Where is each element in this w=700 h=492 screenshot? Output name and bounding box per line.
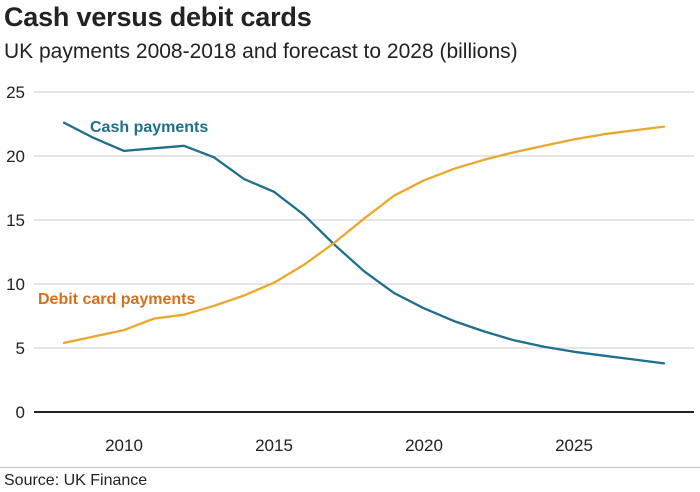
x-tick-label-2015: 2015	[255, 436, 293, 455]
y-tick-label-10: 10	[6, 275, 25, 294]
y-tick-labels: 0 5 10 15 20 25	[6, 83, 25, 422]
y-gridlines	[34, 91, 694, 413]
source-divider	[0, 467, 700, 468]
x-tick-labels: 2010 2015 2020 2025	[105, 436, 593, 455]
series-line-cash-payments	[62, 121, 666, 365]
y-tick-label-0: 0	[16, 403, 25, 422]
x-tick-label-2025: 2025	[555, 436, 593, 455]
source-note: Source: UK Finance	[4, 472, 148, 489]
y-tick-label-25: 25	[6, 83, 25, 102]
x-tick-label-2010: 2010	[105, 436, 143, 455]
y-tick-label-5: 5	[16, 339, 25, 358]
chart-subtitle: UK payments 2008-2018 and forecast to 20…	[4, 40, 518, 63]
y-tick-label-20: 20	[6, 147, 25, 166]
series-label-debit-card-payments: Debit card payments	[38, 291, 195, 308]
x-tick-label-2020: 2020	[405, 436, 443, 455]
series-line-debit-card-payments	[62, 125, 666, 345]
series-labels: Cash payments Debit card payments	[38, 119, 208, 308]
series-label-cash-payments: Cash payments	[90, 119, 208, 136]
series-lines	[62, 121, 666, 365]
y-tick-label-15: 15	[6, 211, 25, 230]
chart-title: Cash versus debit cards	[4, 2, 312, 32]
